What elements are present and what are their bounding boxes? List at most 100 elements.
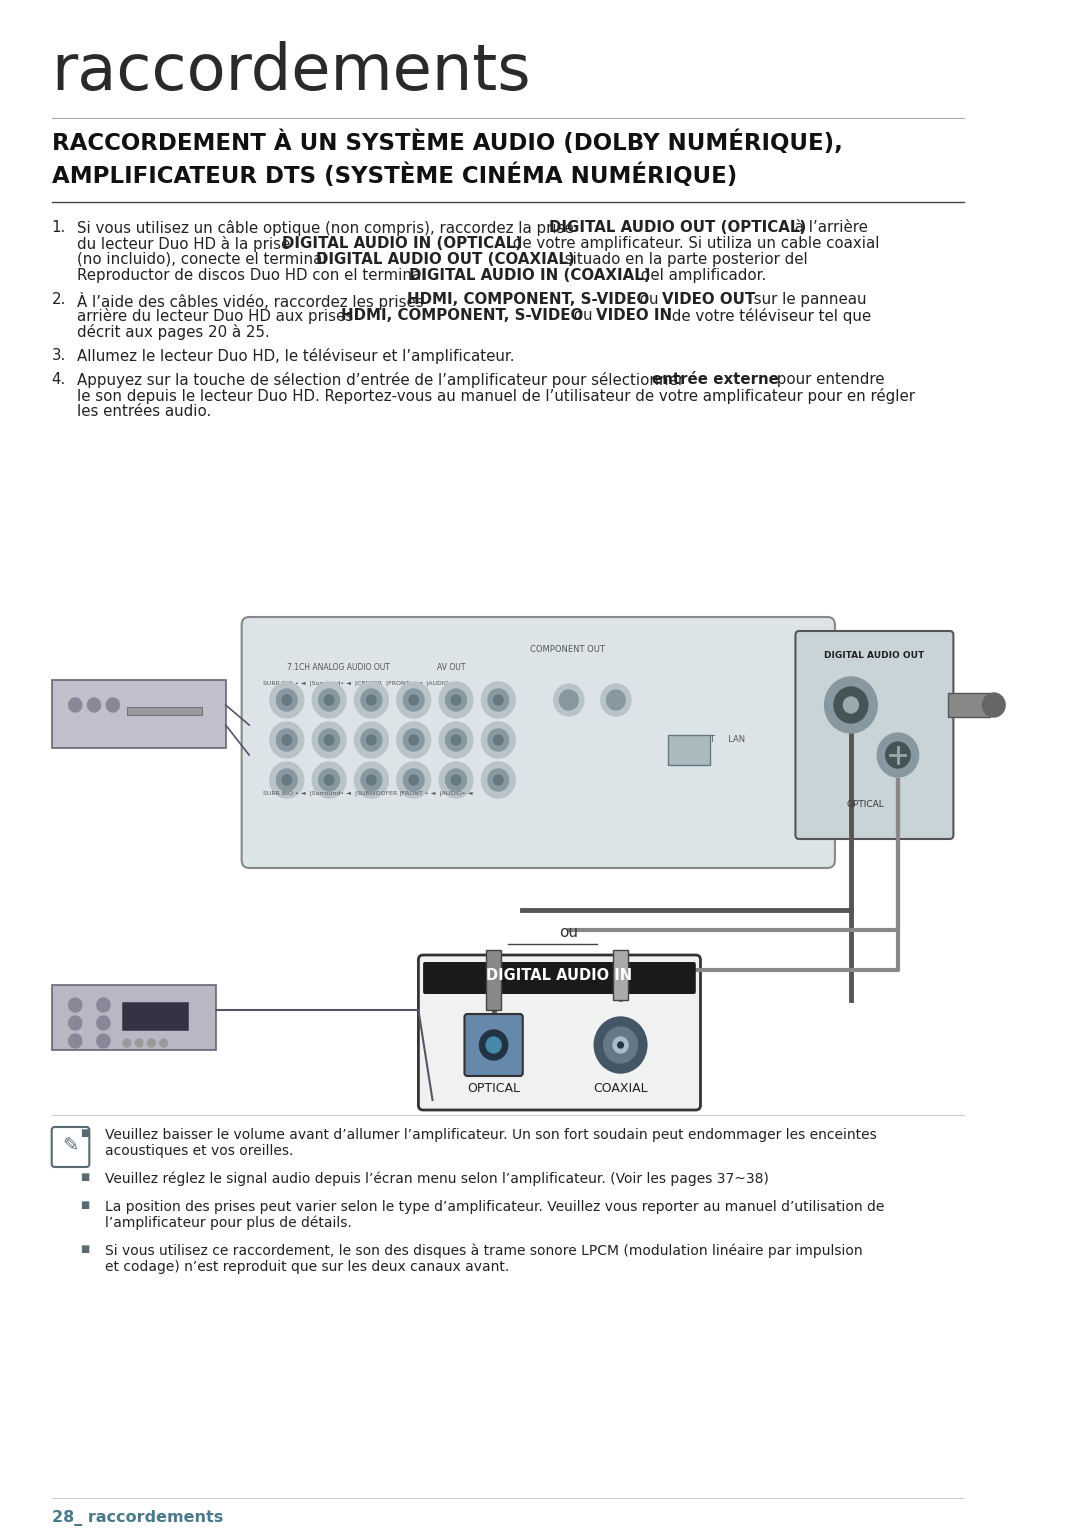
Circle shape (97, 1033, 110, 1049)
FancyBboxPatch shape (52, 1127, 90, 1167)
Circle shape (559, 690, 578, 710)
Text: OPTICAL: OPTICAL (846, 801, 883, 808)
Circle shape (69, 998, 82, 1012)
Circle shape (613, 1036, 629, 1053)
Circle shape (554, 684, 584, 717)
Text: pour entendre: pour entendre (772, 372, 885, 387)
Circle shape (451, 695, 461, 704)
Circle shape (486, 1036, 501, 1053)
Circle shape (396, 723, 431, 758)
Text: AMPLIFICATEUR DTS (SYSTÈME CINÉMA NUMÉRIQUE): AMPLIFICATEUR DTS (SYSTÈME CINÉMA NUMÉRI… (52, 164, 737, 188)
Bar (948, 694, 990, 717)
Text: OPTICAL: OPTICAL (468, 1082, 521, 1095)
Circle shape (282, 775, 292, 785)
Text: SURR BIO • ◄  |Surround• ◄  |SUBWOOFER |FRONT • ◄  |AUDIO• ◄: SURR BIO • ◄ |Surround• ◄ |SUBWOOFER |FR… (264, 790, 473, 796)
Text: du lecteur Duo HD à la prise: du lecteur Duo HD à la prise (77, 236, 295, 253)
Text: AV OUT: AV OUT (437, 663, 465, 672)
Text: (no incluido), conecte el terminal: (no incluido), conecte el terminal (77, 253, 332, 266)
Bar (486, 951, 501, 1010)
Circle shape (409, 695, 418, 704)
Circle shape (270, 723, 303, 758)
Circle shape (403, 689, 424, 710)
Circle shape (983, 694, 1005, 717)
Circle shape (276, 769, 297, 792)
Text: de votre amplificateur. Si utiliza un cable coaxial: de votre amplificateur. Si utiliza un ca… (508, 236, 879, 251)
Circle shape (367, 695, 376, 704)
Circle shape (367, 735, 376, 746)
Bar (122, 1001, 188, 1030)
Circle shape (834, 687, 868, 723)
Text: ■: ■ (80, 1128, 90, 1138)
Text: DIGITAL AUDIO OUT (COAXIAL): DIGITAL AUDIO OUT (COAXIAL) (316, 253, 575, 266)
Circle shape (843, 697, 859, 713)
Bar (52, 680, 226, 749)
Text: 7.1CH ANALOG AUDIO OUT: 7.1CH ANALOG AUDIO OUT (287, 663, 390, 672)
Text: raccordements: raccordements (52, 41, 531, 103)
FancyBboxPatch shape (418, 955, 701, 1110)
Text: HDMI OUT     LAN: HDMI OUT LAN (672, 735, 745, 744)
Circle shape (600, 684, 631, 717)
Text: VIDEO OUT: VIDEO OUT (662, 292, 755, 308)
Circle shape (106, 698, 120, 712)
Text: DIGITAL AUDIO OUT (OPTICAL): DIGITAL AUDIO OUT (OPTICAL) (549, 220, 806, 234)
Circle shape (480, 1030, 508, 1059)
Circle shape (494, 695, 503, 704)
Circle shape (354, 762, 389, 798)
Circle shape (354, 681, 389, 718)
Text: 28_ raccordements: 28_ raccordements (52, 1510, 222, 1526)
Circle shape (367, 775, 376, 785)
Text: VIDEO IN: VIDEO IN (595, 308, 672, 323)
Circle shape (440, 723, 473, 758)
Text: 2.: 2. (52, 292, 66, 308)
Text: À l’aide des câbles vidéo, raccordez les prises: À l’aide des câbles vidéo, raccordez les… (77, 292, 429, 309)
Circle shape (97, 1017, 110, 1030)
Circle shape (482, 762, 515, 798)
Text: et codage) n’est reproduit que sur les deux canaux avant.: et codage) n’est reproduit que sur les d… (106, 1260, 510, 1274)
Bar (613, 951, 629, 1000)
Circle shape (282, 695, 292, 704)
Circle shape (594, 1017, 647, 1073)
FancyBboxPatch shape (464, 1014, 523, 1076)
Circle shape (282, 735, 292, 746)
Circle shape (825, 677, 877, 733)
Text: entrée externe: entrée externe (652, 372, 780, 387)
Circle shape (488, 689, 509, 710)
Circle shape (276, 729, 297, 752)
Circle shape (361, 689, 381, 710)
Circle shape (488, 769, 509, 792)
Text: les entrées audio.: les entrées audio. (77, 404, 212, 419)
Circle shape (319, 689, 339, 710)
Circle shape (270, 762, 303, 798)
Text: le son depuis le lecteur Duo HD. Reportez-vous au manuel de l’utilisateur de vot: le son depuis le lecteur Duo HD. Reporte… (77, 387, 915, 404)
Circle shape (877, 733, 919, 778)
Circle shape (446, 689, 467, 710)
Text: DIGITAL AUDIO IN: DIGITAL AUDIO IN (486, 969, 633, 983)
Circle shape (440, 762, 473, 798)
Circle shape (148, 1040, 156, 1047)
Circle shape (446, 729, 467, 752)
Text: DIGITAL AUDIO IN (OPTICAL): DIGITAL AUDIO IN (OPTICAL) (282, 236, 523, 251)
Text: de votre téléviseur tel que: de votre téléviseur tel que (667, 308, 872, 325)
Text: situado en la parte posterior del: situado en la parte posterior del (559, 253, 808, 266)
Circle shape (324, 735, 334, 746)
Text: ou: ou (635, 292, 663, 308)
Text: del amplificador.: del amplificador. (636, 268, 767, 283)
Bar (127, 707, 202, 715)
Text: acoustiques et vos oreilles.: acoustiques et vos oreilles. (106, 1144, 294, 1157)
Circle shape (319, 769, 339, 792)
Circle shape (488, 729, 509, 752)
Bar (52, 984, 216, 1050)
Text: HDMI, COMPONENT, S-VIDEO: HDMI, COMPONENT, S-VIDEO (407, 292, 650, 308)
Text: DIGITAL AUDIO OUT: DIGITAL AUDIO OUT (824, 651, 924, 660)
Text: ■: ■ (80, 1173, 90, 1182)
Text: ✎: ✎ (63, 1136, 79, 1156)
Text: 3.: 3. (52, 348, 66, 363)
Text: COAXIAL: COAXIAL (593, 1082, 648, 1095)
Text: SURR BIO • ◄  |Surround• ◄  |CENTER  |FRONT • ◄  |AUDIO• ◄: SURR BIO • ◄ |Surround• ◄ |CENTER |FRONT… (264, 680, 459, 686)
Circle shape (324, 775, 334, 785)
Circle shape (135, 1040, 143, 1047)
Text: 4.: 4. (52, 372, 66, 387)
Circle shape (451, 775, 461, 785)
Text: ou: ou (559, 925, 579, 940)
Circle shape (618, 1043, 623, 1049)
